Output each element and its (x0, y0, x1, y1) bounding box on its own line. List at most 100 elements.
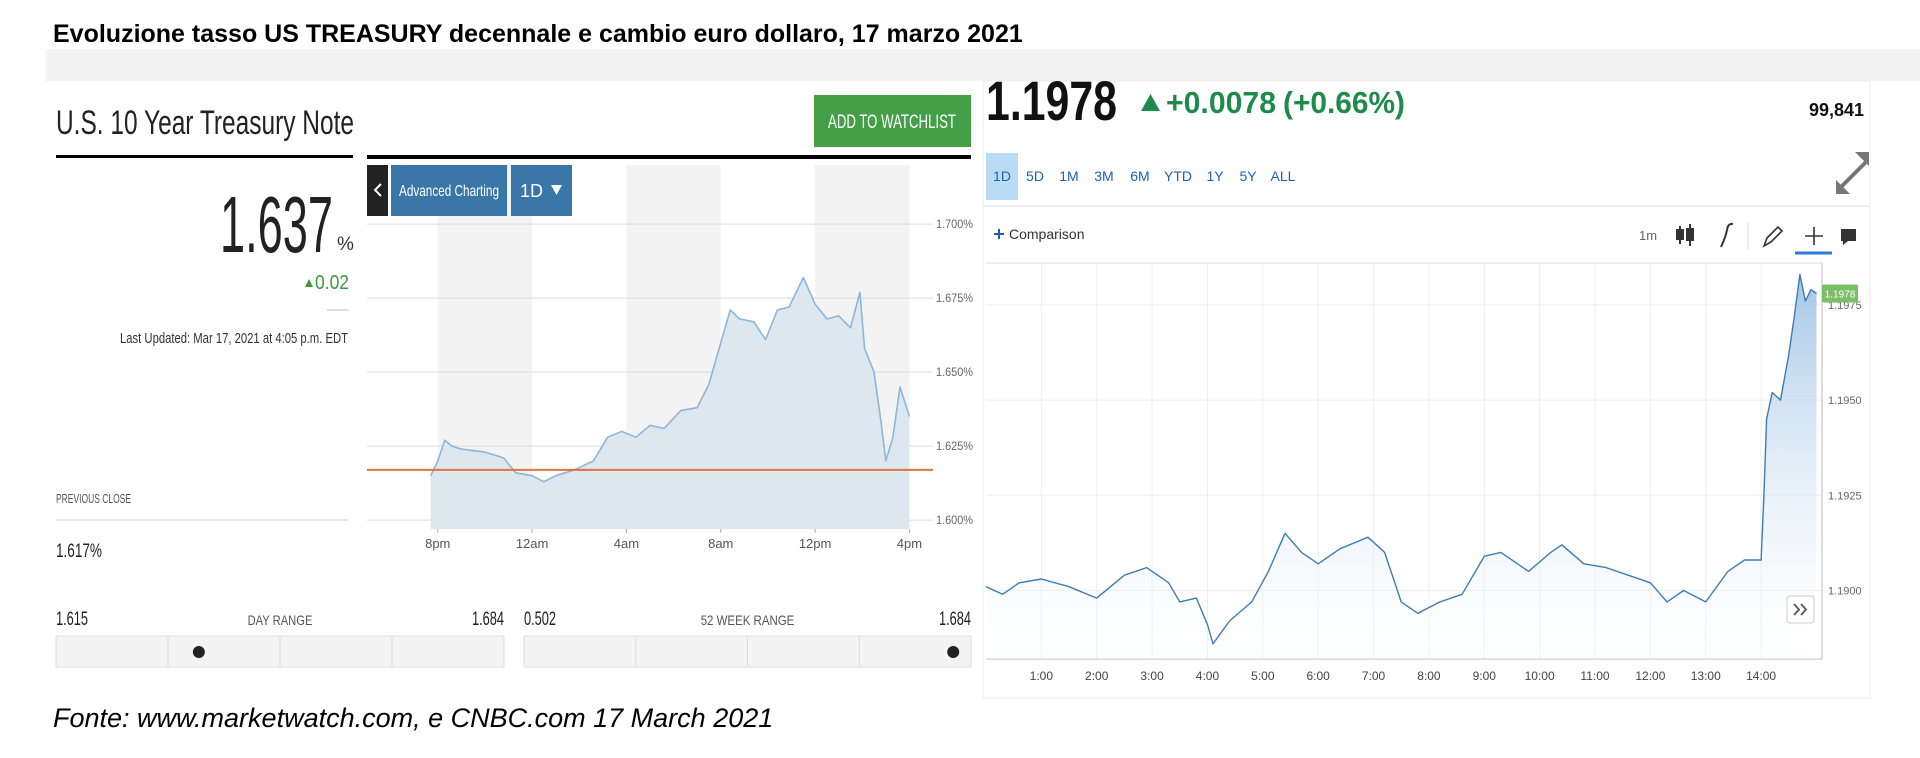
range-marker (947, 646, 960, 658)
price: 1.637 (220, 180, 333, 269)
draw-icon[interactable] (1762, 225, 1784, 248)
x-tick-label: 11:00 (1580, 669, 1609, 683)
up-arrow (1141, 94, 1160, 111)
fx-icon[interactable] (1720, 222, 1734, 248)
range-marker (192, 646, 205, 658)
y-tick-label: 1.625% (936, 439, 973, 453)
button-label: Advanced Charting (399, 183, 499, 200)
range-tab[interactable]: 3M (1094, 168, 1113, 184)
x-tick-label: 8:00 (1417, 669, 1441, 683)
x-tick-label: 12pm (799, 536, 832, 551)
x-tick-label: 10:00 (1525, 669, 1555, 683)
y-tick-label: 1.675% (936, 291, 973, 305)
expand-icon[interactable] (1836, 152, 1869, 194)
y-tick-label: 1.1975 (1828, 300, 1862, 312)
expand-arrow (1837, 160, 1868, 191)
x-tick-label: 12am (516, 536, 549, 551)
comparison-button[interactable]: Comparison (1009, 226, 1084, 242)
arrow-head (1836, 180, 1850, 194)
last-updated: Last Updated: Mar 17, 2021 at 4:05 p.m. … (120, 330, 348, 347)
range-tab[interactable]: ALL (1271, 168, 1296, 184)
dropdown-icon (551, 185, 562, 195)
x-tick-label: 4:00 (1196, 669, 1220, 683)
range-title: 52 WEEK RANGE (701, 612, 795, 628)
x-tick-label: 13:00 (1691, 669, 1721, 683)
x-tick-label: 7:00 (1362, 669, 1386, 683)
range-low: 1.615 (56, 609, 88, 630)
x-tick-label: 6:00 (1307, 669, 1331, 683)
x-tick-label: 9:00 (1473, 669, 1497, 683)
x-tick-label: 1:00 (1030, 669, 1054, 683)
price-unit: % (337, 234, 354, 255)
x-tick-label: 8pm (425, 536, 450, 551)
range-title: DAY RANGE (248, 612, 313, 628)
y-tick-label: 1.1925 (1828, 490, 1862, 502)
price: 1.1978 (986, 69, 1117, 132)
price-change-pct: (+0.66%) (1283, 85, 1405, 120)
chevron-icon (1793, 603, 1801, 616)
up-arrow (305, 279, 313, 287)
price-change: +0.0078 (1166, 85, 1276, 120)
range-low: 0.502 (524, 609, 556, 630)
candles-icon[interactable] (1676, 224, 1694, 246)
active-tab (986, 153, 1018, 200)
arrow-head (1855, 152, 1869, 166)
line (985, 273, 1817, 645)
x-tick-label: 3:00 (1140, 669, 1164, 683)
advanced-charting-button[interactable] (391, 165, 507, 216)
treasury-chart: 1.600% 1.625% 1.650% 1.675% 1.700% 8pm 12am 4am… (367, 165, 973, 551)
chevron-icon (373, 183, 382, 197)
previous-close-title: PREVIOUS CLOSE (56, 491, 131, 506)
name-underline (56, 155, 353, 158)
area-fill (986, 274, 1817, 659)
range-tab[interactable]: 5D (1026, 168, 1044, 184)
last-price-box (1822, 284, 1858, 303)
scroll-button[interactable] (1786, 595, 1815, 624)
x-tick-label: 12:00 (1635, 669, 1665, 683)
x-tick-label: 5:00 (1251, 669, 1275, 683)
interval[interactable]: 1m (1639, 228, 1657, 243)
x-tick-label: 4am (614, 536, 639, 551)
instrument-name: U.S. 10 Year Treasury Note (56, 104, 354, 142)
range-tab[interactable]: 6M (1130, 168, 1149, 184)
eurusd-chart: 1:00 2:00 3:00 4:00 5:00 6:00 7:00 8:00 9:00 10:0… (985, 262, 1862, 683)
chevron-icon (1800, 603, 1808, 616)
range-tab[interactable]: 1D (993, 168, 1011, 184)
watchlist-label: ADD TO WATCHLIST (828, 112, 956, 133)
y-tick-label: 1.1950 (1828, 395, 1862, 407)
x-tick-label: 8am (708, 536, 733, 551)
page-title: Evoluzione tasso US TREASURY decennale e… (53, 20, 1023, 48)
volume: 99,841 (1809, 100, 1864, 120)
header-band (45, 49, 1920, 81)
button-label: 1D (520, 181, 543, 201)
x-tick-label: 2:00 (1085, 669, 1109, 683)
range-tab[interactable]: 5Y (1239, 168, 1257, 184)
range-high: 1.684 (939, 609, 971, 630)
period-button[interactable] (511, 165, 572, 216)
y-tick-label: 1.650% (936, 365, 973, 379)
x-tick-label: 4pm (897, 536, 922, 551)
collapse-button[interactable] (367, 165, 388, 216)
last-price-label: 1.1978 (1825, 289, 1856, 300)
note-icon[interactable] (1841, 229, 1856, 245)
ranges: 1.615 DAY RANGE 1.684 0.502 52 WEEK RANGE 1.6… (55, 609, 972, 668)
previous-close: 1.617% (56, 541, 102, 562)
watchlist-button[interactable] (814, 95, 971, 147)
y-tick-label: 1.600% (936, 513, 973, 527)
range-high: 1.684 (472, 609, 504, 630)
icon-part (1686, 228, 1694, 241)
source-note: Fonte: www.marketwatch.com, e CNBC.com 1… (53, 703, 773, 733)
icon-part (1676, 229, 1684, 240)
area-fill (430, 277, 910, 529)
range-tab[interactable]: 1Y (1206, 168, 1224, 184)
range-tab[interactable]: YTD (1164, 168, 1192, 184)
range-tab[interactable]: 1M (1059, 168, 1078, 184)
x-tick-label: 14:00 (1746, 669, 1776, 683)
y-tick-label: 1.700% (936, 217, 973, 231)
chart-top-rule (367, 155, 971, 159)
range-tabs: 1D 5D 1M 3M 6M YTD 1Y 5Y ALL (986, 153, 1296, 200)
price-change: 0.02 (315, 272, 349, 294)
y-tick-label: 1.1900 (1828, 585, 1862, 597)
